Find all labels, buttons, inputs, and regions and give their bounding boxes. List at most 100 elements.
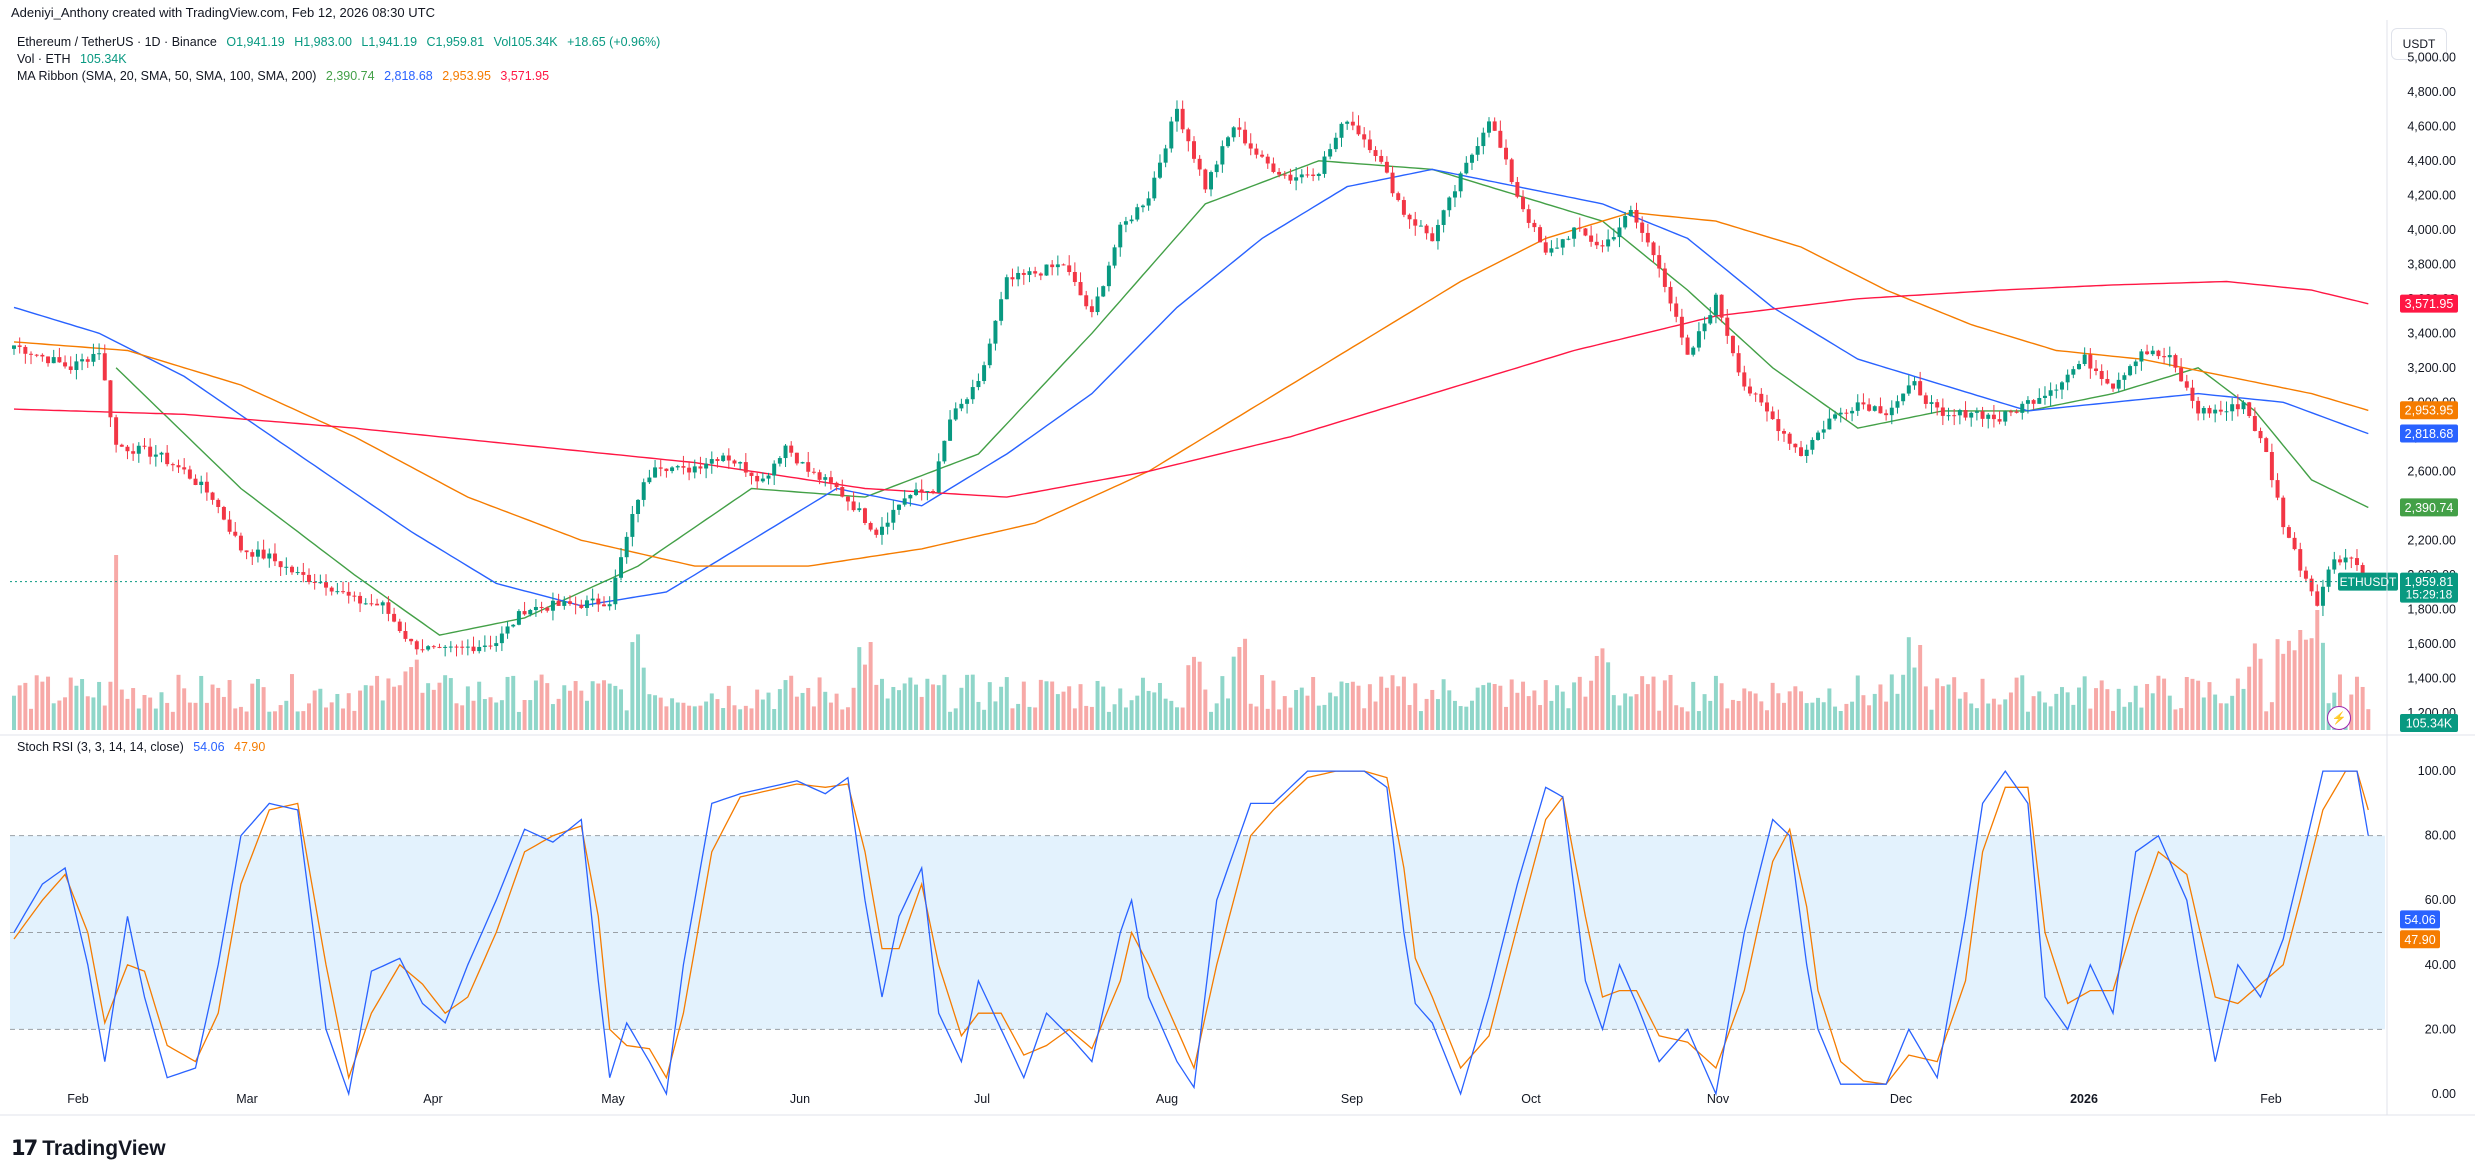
currency-selector[interactable]: USDT <box>2391 28 2447 60</box>
ma100-tag: 2,953.95 <box>2400 401 2458 420</box>
volume-bar <box>1084 705 1089 730</box>
volume-bar <box>91 697 96 730</box>
volume-bar <box>153 708 158 730</box>
volume-bar <box>550 704 555 730</box>
volume-bar <box>545 683 550 730</box>
candle-body <box>295 572 300 574</box>
volume-bar <box>681 702 686 730</box>
candle-body <box>250 552 255 557</box>
volume-bar <box>1174 707 1179 730</box>
volume-bar <box>965 674 970 730</box>
volume-bar <box>477 681 482 730</box>
candle-body <box>602 604 606 607</box>
symbol-title[interactable]: Ethereum / TetherUS · 1D · Binance <box>17 35 217 49</box>
volume-bar <box>2088 708 2093 730</box>
volume-bar <box>2156 675 2161 730</box>
volume-bar <box>664 706 669 730</box>
candle-body <box>1464 162 1469 174</box>
candle-body <box>324 582 329 588</box>
volume-bar <box>766 692 771 730</box>
volume-bar <box>1180 707 1185 730</box>
candle-body <box>1736 353 1741 373</box>
volume-bar <box>1458 706 1463 730</box>
candle-body <box>709 459 714 464</box>
candle-body <box>1980 411 1985 419</box>
volume-bar <box>636 634 641 730</box>
candle-body <box>2264 438 2269 453</box>
candle-body <box>1390 172 1395 194</box>
candle-body <box>1923 395 1928 404</box>
candle-body <box>278 561 283 568</box>
stoch-k-line <box>13 769 2369 1097</box>
volume-bar <box>925 678 930 730</box>
volume-bar <box>1521 681 1526 730</box>
candle-body <box>982 365 987 382</box>
candle-body <box>687 467 692 473</box>
candle-body <box>1810 439 1815 450</box>
lightning-icon[interactable]: ⚡ <box>2327 706 2351 730</box>
volume-bar <box>1787 691 1792 730</box>
volume-bar <box>823 691 828 730</box>
candle-body <box>2156 350 2161 357</box>
volume-bar <box>261 687 266 730</box>
volume-bar <box>1004 677 1009 730</box>
volume-bar <box>380 700 385 730</box>
candle-body <box>2281 497 2286 528</box>
volume-bar <box>2213 694 2218 730</box>
candle-body <box>857 508 862 511</box>
volume-bar <box>114 555 119 730</box>
volume-bar <box>2048 706 2053 730</box>
volume-bar <box>68 677 73 730</box>
volume-bar <box>426 683 431 730</box>
candle-body <box>1855 402 1860 411</box>
stoch-rsi-legend[interactable]: Stoch RSI (3, 3, 14, 14, close) 54.06 47… <box>17 740 271 754</box>
candle-body <box>471 646 476 652</box>
volume-bar <box>2128 702 2133 730</box>
volume-bar <box>1645 684 1650 730</box>
symbol-legend[interactable]: Ethereum / TetherUS · 1D · Binance O1,94… <box>17 35 666 49</box>
ma200-line <box>13 280 2369 498</box>
candle-body <box>272 553 277 562</box>
candle-body <box>1549 248 1554 253</box>
candle-body <box>834 482 839 488</box>
volume-legend[interactable]: Vol · ETH 105.34K <box>17 52 133 66</box>
volume-bar <box>460 705 465 730</box>
candle-body <box>2167 355 2172 358</box>
volume-bar <box>721 708 726 730</box>
candle-body <box>125 446 130 452</box>
candle-body <box>1078 282 1083 296</box>
candle-body <box>2071 369 2076 375</box>
volume-bar <box>857 647 862 730</box>
candle-body <box>1197 158 1202 170</box>
candle-body <box>386 602 391 614</box>
candle-body <box>1833 414 1838 419</box>
candle-body <box>556 600 561 606</box>
candle-body <box>1725 317 1730 336</box>
volume-bar <box>2133 685 2138 730</box>
ma-ribbon-legend[interactable]: MA Ribbon (SMA, 20, SMA, 50, SMA, 100, S… <box>17 69 555 83</box>
candle-body <box>1169 121 1174 149</box>
volume-bar <box>403 671 408 730</box>
candle-body <box>817 472 822 480</box>
volume-bar <box>533 680 538 730</box>
candle-body <box>1214 164 1219 173</box>
tradingview-logo[interactable]: 𝟭𝟳 TradingView <box>11 1136 166 1161</box>
candle-body <box>2320 586 2325 606</box>
candle-body <box>845 496 850 502</box>
volume-bar <box>1617 705 1622 730</box>
volume-bar <box>1827 688 1832 730</box>
volume-bar <box>885 698 890 730</box>
volume-bar <box>1095 680 1100 730</box>
volume-bar <box>1730 699 1735 730</box>
volume-bar <box>318 688 323 730</box>
candle-body <box>1691 347 1696 355</box>
volume-bar <box>1413 683 1418 730</box>
volume-bar <box>908 677 913 730</box>
volume-bar <box>1555 685 1560 730</box>
candle-body <box>51 357 56 364</box>
volume-bar <box>2179 708 2184 730</box>
candle-body <box>1555 247 1560 249</box>
volume-bar <box>670 698 675 730</box>
volume-bar <box>1793 686 1798 730</box>
